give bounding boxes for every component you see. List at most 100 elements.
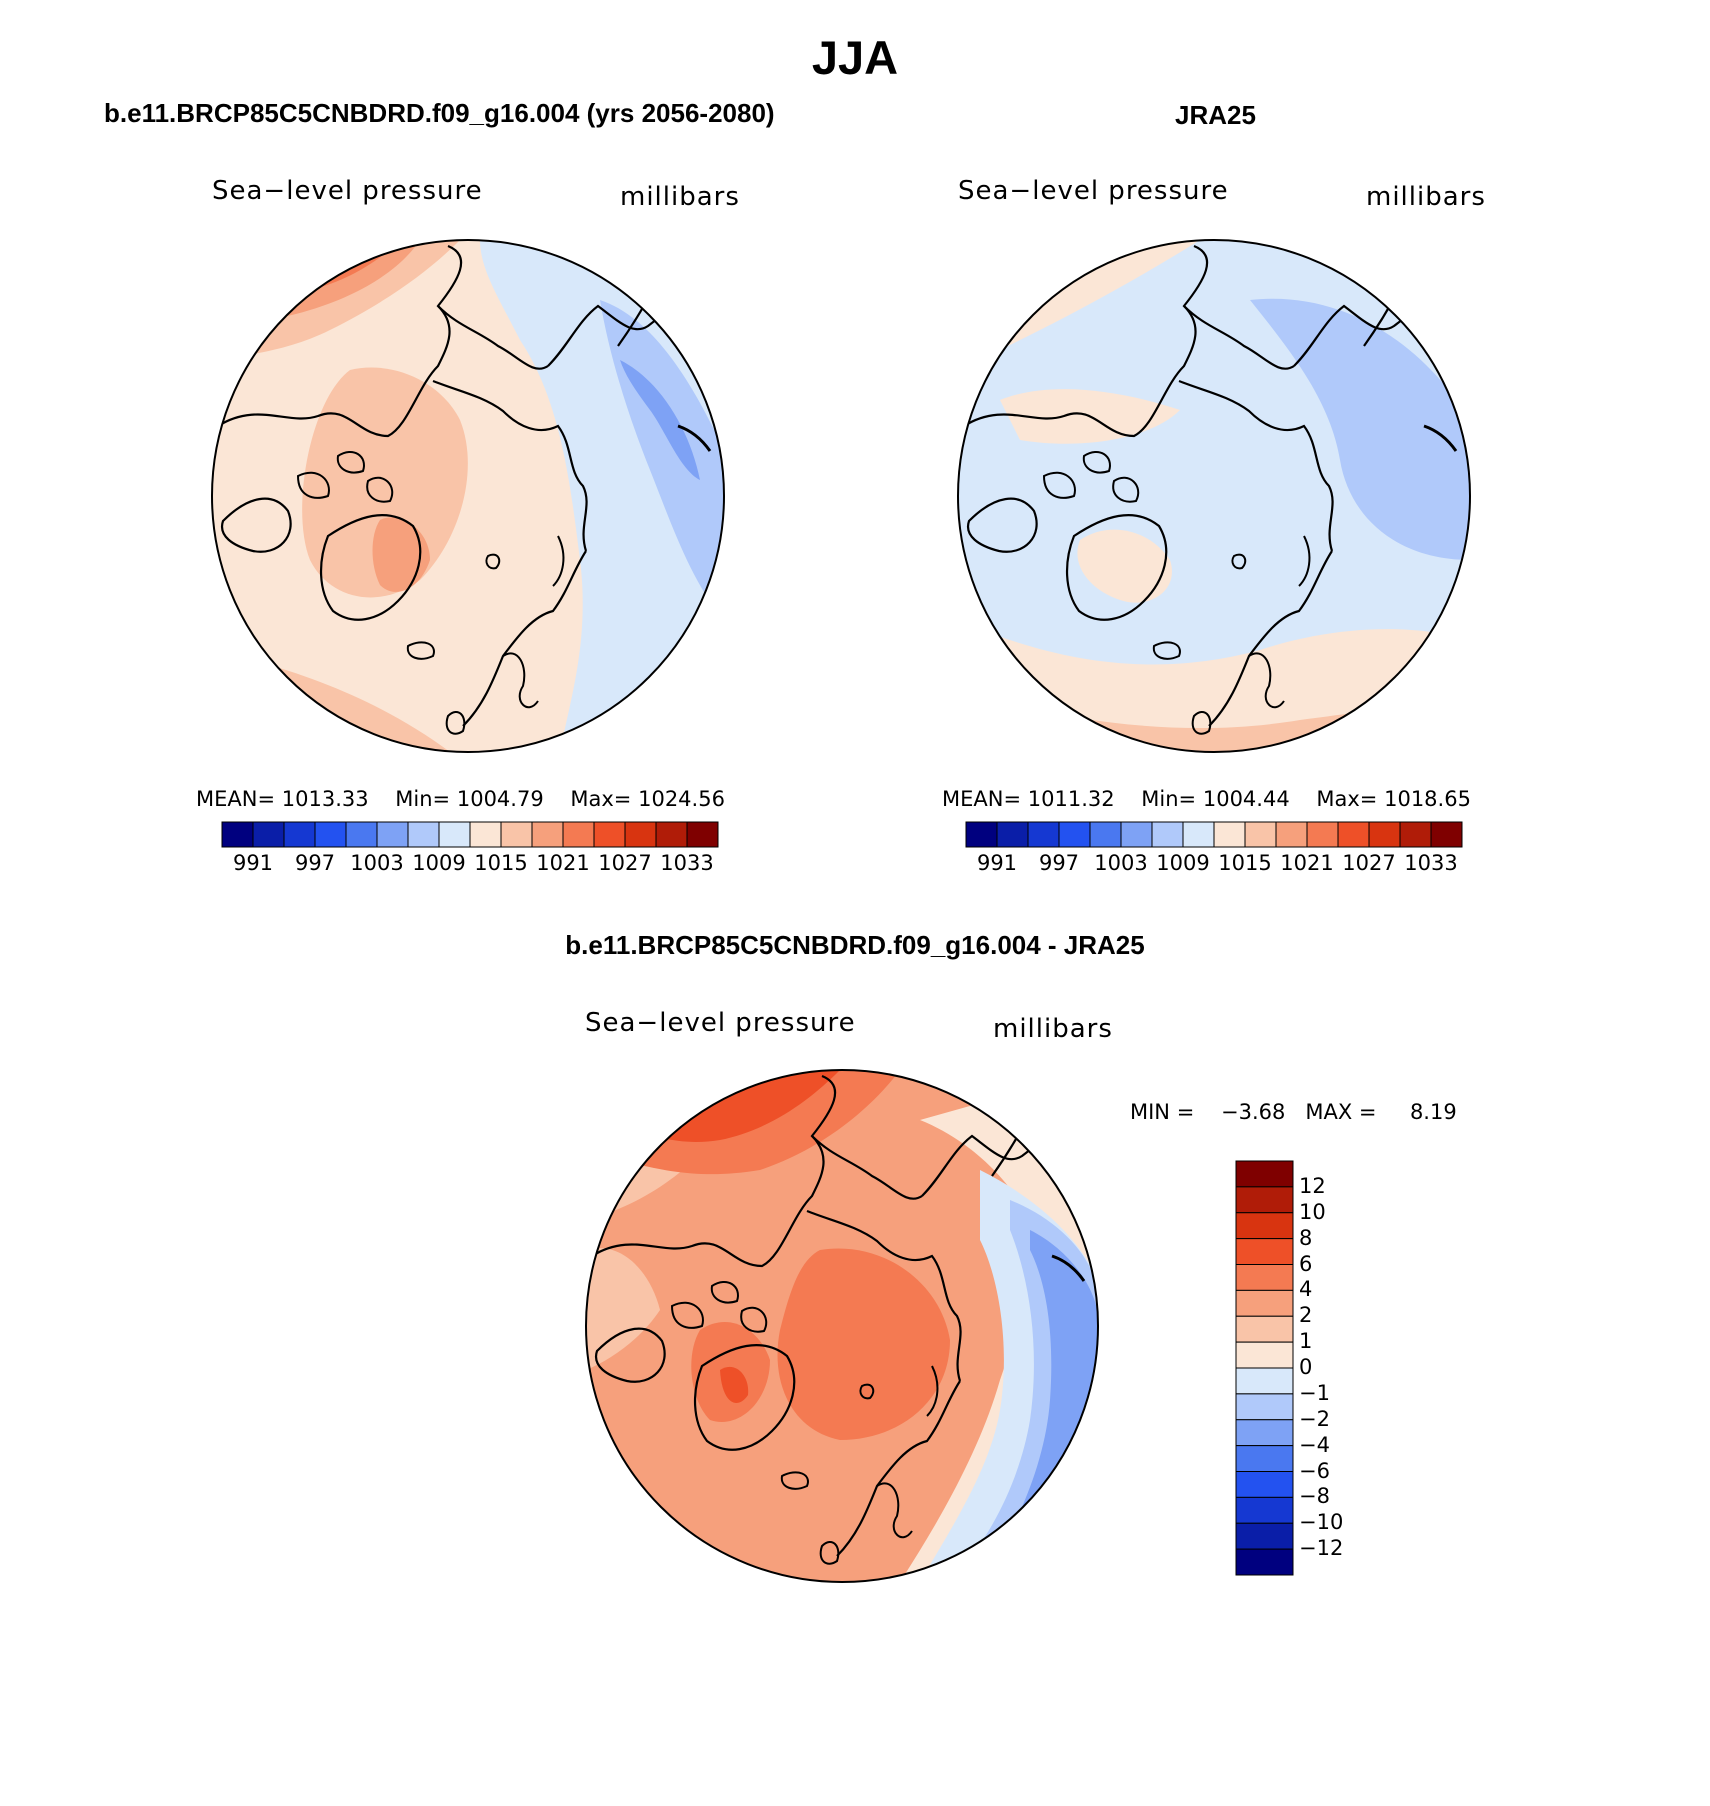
colorbar-swatch (1235, 1496, 1294, 1524)
colorbar-swatch (500, 821, 533, 848)
colorbar-swatch (1235, 1471, 1294, 1498)
right-panel-header: JRA25 (1175, 100, 1256, 130)
diff-max-value: 8.19 (1409, 1100, 1457, 1124)
left-colorbar (221, 821, 719, 848)
colorbar-tick-label: 2 (1299, 1303, 1313, 1328)
right-min-label: Min= (1141, 787, 1197, 811)
colorbar-swatch (1244, 821, 1277, 848)
right-mean-value: 1011.32 (1027, 787, 1115, 811)
colorbar-swatch (314, 821, 347, 848)
colorbar-tick-label: 8 (1299, 1225, 1313, 1250)
colorbar-swatch (965, 821, 998, 848)
colorbar-tick-label: 1015 (1218, 851, 1272, 875)
colorbar-swatch (1275, 821, 1308, 848)
right-mean-label: MEAN= (942, 787, 1022, 811)
colorbar-swatch (1235, 1548, 1294, 1576)
left-min-label: Min= (395, 787, 451, 811)
colorbar-swatch (624, 821, 657, 848)
page-title: JJA (811, 31, 899, 84)
colorbar-swatch (1027, 821, 1060, 848)
right-colorbar (965, 821, 1463, 848)
colorbar-tick-label: −1 (1299, 1380, 1330, 1405)
colorbar-tick-label: 4 (1299, 1277, 1313, 1302)
diff-colorbar (1235, 1160, 1294, 1576)
colorbar-swatch (1235, 1445, 1294, 1472)
diff-variable-label: Sea−level pressure (585, 1008, 856, 1038)
colorbar-swatch (1235, 1522, 1294, 1550)
colorbar-swatch (562, 821, 595, 848)
colorbar-tick-label: 1003 (1094, 851, 1148, 875)
left-variable-label: Sea−level pressure (212, 176, 483, 206)
colorbar-swatch (407, 821, 440, 848)
colorbar-swatch (1058, 821, 1091, 848)
colorbar-swatch (1151, 821, 1184, 848)
colorbar-tick-label: 1021 (536, 851, 590, 875)
colorbar-swatch (283, 821, 316, 848)
diff-units-label: millibars (993, 1014, 1113, 1044)
colorbar-swatch (376, 821, 409, 848)
colorbar-tick-label: −2 (1299, 1406, 1330, 1431)
colorbar-swatch (1235, 1419, 1294, 1447)
colorbar-swatch (1235, 1238, 1294, 1265)
colorbar-tick-label: 1009 (1156, 851, 1210, 875)
colorbar-swatch (1337, 821, 1370, 848)
colorbar-swatch (469, 821, 502, 848)
left-max-value: 1024.56 (638, 787, 725, 811)
diff-max-label: MAX = (1305, 1100, 1377, 1124)
left-panel-header: b.e11.BRCP85C5CNBDRD.f09_g16.004 (yrs 20… (104, 98, 775, 128)
colorbar-tick-label: 1027 (1342, 851, 1396, 875)
diff-minmax: MIN = −3.68 MAX = 8.19 (1130, 1100, 1457, 1124)
colorbar-swatch (1235, 1212, 1294, 1240)
right-min-value: 1004.44 (1202, 787, 1290, 811)
right-max-label: Max= (1316, 787, 1378, 811)
colorbar-tick-label: 1003 (350, 851, 404, 875)
colorbar-swatch (1235, 1315, 1294, 1343)
right-map (957, 239, 1471, 753)
colorbar-swatch (1182, 821, 1215, 848)
colorbar-swatch (1399, 821, 1432, 848)
colorbar-swatch (252, 821, 285, 848)
colorbar-swatch (655, 821, 688, 848)
colorbar-swatch (1235, 1367, 1294, 1395)
left-min-value: 1004.79 (456, 787, 544, 811)
diff-min-label: MIN = (1130, 1100, 1195, 1124)
diff-min-value: −3.68 (1221, 1100, 1286, 1124)
colorbar-swatch (1306, 821, 1339, 848)
colorbar-tick-label: 991 (232, 851, 274, 875)
colorbar-swatch (1213, 821, 1246, 848)
colorbar-swatch (221, 821, 254, 848)
colorbar-swatch (1235, 1264, 1294, 1291)
colorbar-swatch (1235, 1393, 1294, 1421)
colorbar-swatch (1235, 1160, 1294, 1188)
colorbar-swatch (531, 821, 564, 848)
left-mean-label: MEAN= (196, 787, 276, 811)
colorbar-tick-label: −10 (1299, 1510, 1344, 1535)
colorbar-swatch (438, 821, 471, 848)
colorbar-tick-label: 1015 (474, 851, 528, 875)
right-max-value: 1018.65 (1384, 787, 1471, 811)
colorbar-swatch (1120, 821, 1153, 848)
colorbar-swatch (686, 821, 719, 848)
colorbar-tick-label: −8 (1299, 1484, 1330, 1509)
left-max-label: Max= (570, 787, 632, 811)
colorbar-tick-label: 1033 (660, 851, 714, 875)
colorbar-tick-label: 997 (294, 851, 336, 875)
diff-panel-header: b.e11.BRCP85C5CNBDRD.f09_g16.004 - JRA25 (565, 930, 1145, 960)
right-units-label: millibars (1366, 182, 1486, 212)
left-mean-value: 1013.33 (281, 787, 369, 811)
colorbar-tick-label: 0 (1299, 1355, 1313, 1379)
colorbar-tick-label: 997 (1038, 851, 1080, 875)
colorbar-tick-label: 1021 (1280, 851, 1334, 875)
colorbar-tick-label: −6 (1299, 1458, 1330, 1483)
colorbar-tick-label: 1 (1299, 1329, 1313, 1354)
right-variable-label: Sea−level pressure (958, 176, 1229, 206)
colorbar-tick-label: −4 (1299, 1432, 1330, 1457)
colorbar-swatch (593, 821, 626, 848)
colorbar-tick-label: 1027 (598, 851, 652, 875)
right-stats: MEAN= 1011.32 Min= 1004.44 Max= 1018.65 (942, 787, 1471, 811)
left-map (211, 239, 725, 753)
colorbar-tick-label: −12 (1299, 1536, 1344, 1561)
colorbar-swatch (996, 821, 1029, 848)
colorbar-swatch (1235, 1341, 1294, 1369)
